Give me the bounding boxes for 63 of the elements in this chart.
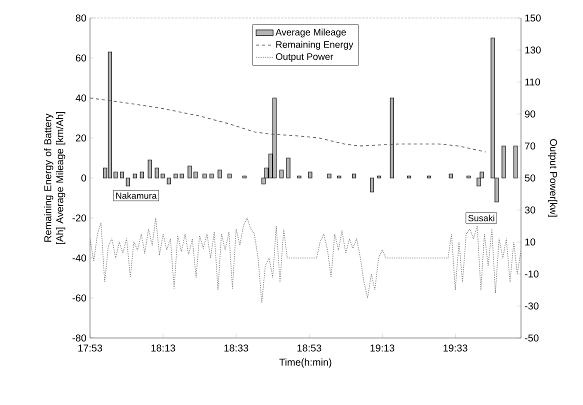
y-axis-title: Remaining Energy of Battery [Ah] Average Mileage [km/Ah] [44, 112, 66, 244]
x-tick-label: 18:33 [224, 344, 248, 352]
bar [370, 178, 374, 192]
x-tick-label: 19:13 [370, 344, 394, 352]
y-tick-label: -40 [72, 254, 86, 262]
bar [406, 176, 412, 178]
bar [202, 174, 207, 178]
bar [426, 176, 432, 178]
y2-tick-label: -30 [524, 302, 539, 310]
legend-label: Output Power [276, 53, 334, 62]
y-tick-label: 60 [76, 54, 86, 62]
y-tick-label: -20 [72, 214, 86, 222]
y2-axis-title: Output Power[kw] [548, 139, 558, 217]
x-axis-title: Time(h:min) [279, 358, 332, 368]
y2-tick-label: 150 [525, 14, 541, 22]
bar [210, 174, 214, 178]
bar [140, 172, 144, 178]
bar [279, 170, 284, 178]
y2-tick-label: 70 [525, 142, 536, 150]
y2-tick-label: 110 [525, 78, 540, 86]
bar [286, 158, 290, 178]
annotation: Nakamura [116, 192, 157, 199]
bar [337, 176, 342, 178]
bar [297, 176, 302, 178]
y2-tick-label: -10 [524, 270, 539, 278]
bar [327, 174, 332, 178]
legend-label: Remaining Energy [276, 40, 354, 50]
x-tick-label: 18:13 [151, 344, 176, 352]
bar [390, 98, 394, 178]
y-tick-label: 20 [76, 134, 86, 142]
y2-tick-label: 90 [524, 110, 536, 118]
y2-tick-label: 30 [524, 206, 536, 214]
bar [513, 146, 518, 178]
y2-tick-label: 50 [524, 174, 536, 182]
bar [120, 172, 124, 178]
bar [466, 176, 471, 178]
bar [502, 146, 506, 178]
y-tick-label: 80 [76, 14, 86, 22]
x-tick-label: 19:33 [444, 344, 468, 352]
y-tick-label: 0 [81, 174, 86, 182]
bar [272, 98, 277, 178]
x-tick-label: 18:53 [297, 344, 322, 352]
bar [166, 178, 171, 184]
bar [376, 176, 382, 178]
bar [242, 176, 247, 178]
y-tick-label: -80 [72, 334, 86, 342]
y-tick-label: 40 [76, 94, 86, 102]
y2-tick-label: 10 [525, 238, 536, 246]
line-series [90, 98, 486, 152]
annotation: Susaki [468, 214, 494, 222]
bar [126, 178, 130, 186]
bar [352, 174, 356, 178]
bar [132, 174, 137, 178]
y-tick-label: -60 [72, 294, 86, 302]
bar [448, 174, 453, 178]
bar [148, 160, 152, 178]
y2-tick-label: 130 [525, 46, 541, 54]
bar [218, 170, 222, 178]
bar [308, 172, 312, 178]
legend-label: Average Mileage [275, 28, 346, 38]
bar [228, 174, 232, 178]
y2-tick-label: -50 [524, 334, 539, 342]
x-tick-label: 17:53 [78, 344, 102, 352]
